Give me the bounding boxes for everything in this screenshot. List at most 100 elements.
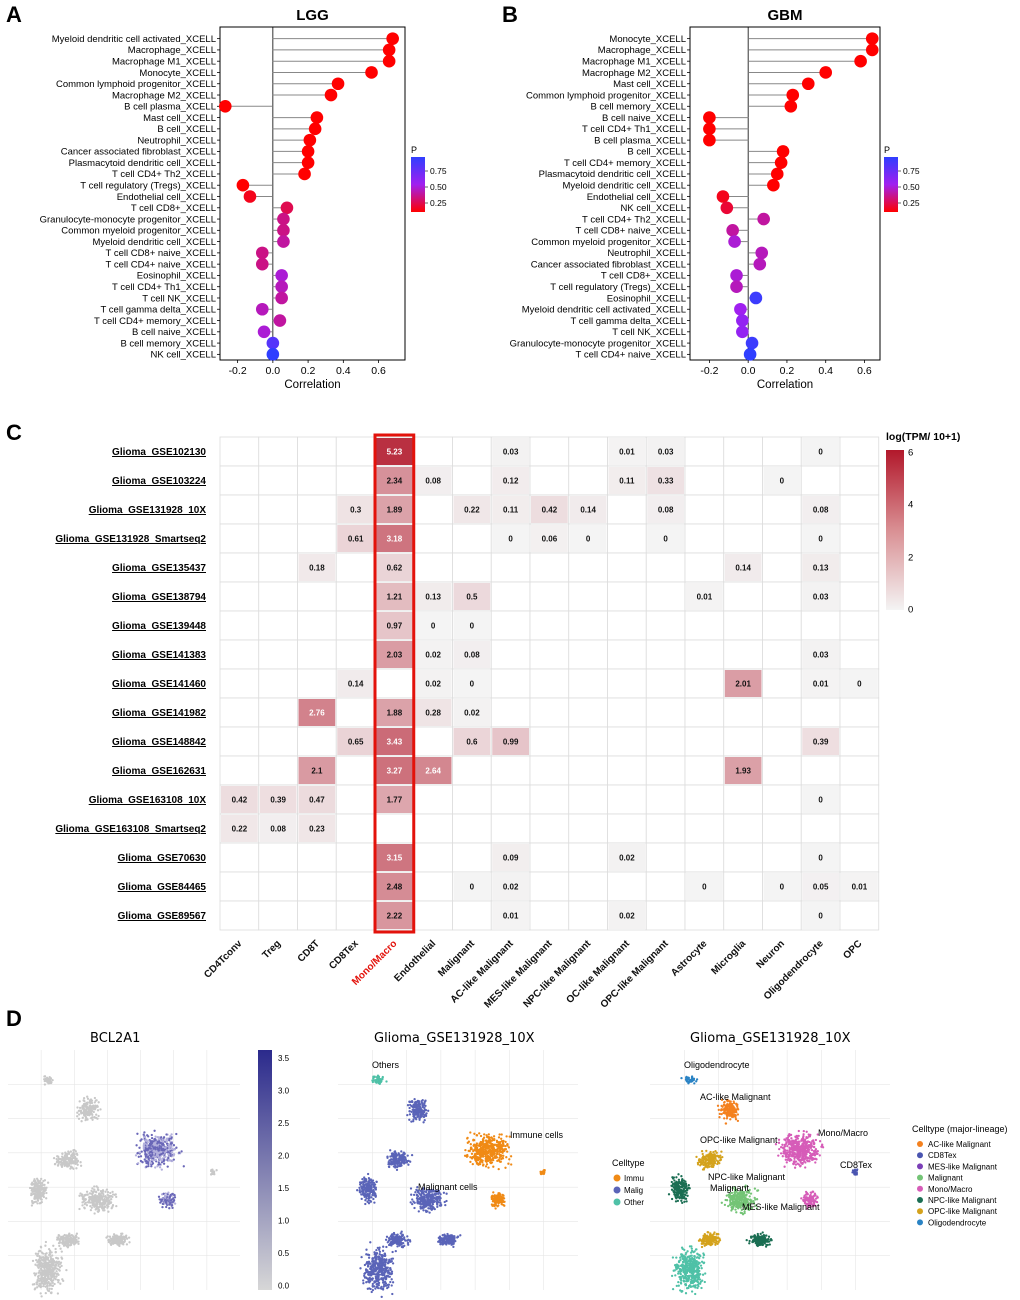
category-label: Myeloid dendritic cell_XCELL: [92, 237, 216, 248]
heatmap-cell: [531, 525, 568, 552]
heatmap-cell: [376, 786, 413, 813]
heatmap-grid-cell: [645, 755, 686, 786]
heatmap-cell: [376, 844, 413, 871]
heatmap-value: 0.14: [735, 564, 751, 573]
lollipop-point: [275, 280, 288, 294]
heatmap-grid-cell: [723, 871, 763, 902]
heatmap-cell: [376, 467, 413, 494]
heatmap-value: 0.62: [387, 564, 403, 573]
heatmap-grid-cell: [374, 813, 415, 844]
heatmap-grid-cell: [723, 436, 763, 467]
heatmap-cell: [492, 844, 529, 871]
heatmap-grid-cell: [839, 842, 880, 873]
heatmap-value: 0.14: [580, 506, 596, 515]
heatmap-grid-cell: [568, 813, 608, 844]
heatmap-value: 0.97: [387, 622, 403, 631]
heatmap-grid-cell: [723, 610, 763, 641]
heatmap-cell: [337, 496, 374, 523]
umap3-cluster-label: CD8Tex: [840, 1160, 873, 1170]
heatmap-grid-cell: [219, 494, 260, 525]
heatmap-grid-cell: [568, 755, 608, 786]
heatmap-grid-cell: [413, 726, 453, 757]
bcl2a1-scale-tick: 0.5: [278, 1249, 290, 1258]
heatmap-value: 2.64: [425, 767, 441, 776]
heatmap-value: 5.23: [387, 448, 403, 457]
umap2-cluster-label: Malignant cells: [418, 1182, 478, 1192]
heatmap-cell: [298, 554, 336, 581]
umap3-cluster: [716, 1098, 740, 1125]
heatmap-grid-cell: [529, 436, 570, 467]
heatmap-grid-cell: [800, 610, 841, 641]
heatmap-cell: [337, 670, 374, 697]
heatmap-grid-cell: [684, 639, 725, 670]
heatmap-cell: [298, 757, 336, 784]
lollipop-point: [255, 257, 269, 271]
heatmap-value: 0.01: [619, 448, 635, 457]
heatmap-row-label: Glioma_GSE141383: [112, 650, 206, 661]
heatmap-legend-tick: 6: [908, 448, 913, 459]
heatmap-grid-cell: [645, 668, 686, 699]
heatmap-grid-cell: [335, 581, 376, 612]
x-tick-label: 0.0: [266, 365, 281, 377]
panel-c-letter: C: [6, 420, 22, 445]
category-label: Granulocyte-monocyte progenitor_XCELL: [40, 214, 216, 225]
heatmap-grid-cell: [684, 610, 725, 641]
heatmap-grid-cell: [723, 813, 763, 844]
heatmap-grid-cell: [258, 668, 298, 699]
heatmap-grid-cell: [219, 697, 260, 728]
lollipop-point: [266, 348, 280, 361]
p-legend-tick-label: 0.25: [430, 198, 447, 208]
category-label: T cell CD4+ memory_XCELL: [564, 158, 686, 169]
heatmap-grid-cell: [684, 494, 725, 525]
heatmap-grid-cell: [762, 842, 802, 873]
p-legend-title: P: [411, 145, 417, 155]
heatmap-grid-cell: [645, 871, 686, 902]
lollipop-point: [301, 156, 315, 169]
heatmap-grid-cell: [762, 755, 802, 786]
umap3-cluster: [774, 1129, 825, 1169]
lollipop-point: [786, 88, 800, 102]
heatmap-grid-cell: [684, 523, 725, 554]
lollipop-point: [767, 178, 780, 192]
category-label: B cell plasma_XCELL: [124, 102, 216, 113]
heatmap-cell: [453, 496, 491, 523]
category-label: T cell CD4+ Th1_XCELL: [112, 282, 216, 293]
category-label: Macrophage_XCELL: [128, 45, 216, 56]
heatmap-grid-cell: [258, 494, 298, 525]
heatmap-column-label: CD4Tconv: [202, 938, 245, 981]
bcl2a1-scale-tick: 2.0: [278, 1152, 290, 1161]
heatmap-value: 0: [780, 883, 785, 892]
lollipop-point: [774, 156, 788, 169]
heatmap-grid-cell: [413, 900, 453, 931]
p-legend-title: P: [884, 145, 890, 155]
heatmap-grid-cell: [219, 726, 260, 757]
heatmap-grid-cell: [258, 465, 298, 496]
heatmap-column-label: Treg: [261, 938, 284, 961]
heatmap-grid-cell: [762, 436, 802, 467]
heatmap-grid-cell: [452, 842, 492, 873]
heatmap-grid-cell: [568, 697, 608, 728]
umap3-legend-label: OPC-like Malignant: [928, 1207, 998, 1216]
umap2-cluster: [539, 1168, 546, 1176]
heatmap-grid-cell: [219, 900, 260, 931]
heatmap-cell: [763, 873, 801, 900]
heatmap-grid-cell: [490, 784, 531, 815]
heatmap-grid-cell: [452, 813, 492, 844]
heatmap-cell: [802, 554, 839, 581]
heatmap-value: 0.09: [503, 854, 519, 863]
heatmap-row-label: Glioma_GSE131928_Smartseq2: [55, 534, 206, 545]
heatmap-row-label: Glioma_GSE89567: [118, 911, 207, 922]
heatmap-cell: [376, 525, 413, 552]
heatmap-value: 0.22: [464, 506, 480, 515]
category-label: Mast cell_XCELL: [613, 79, 686, 90]
heatmap-cell: [841, 670, 878, 697]
lollipop-point: [303, 133, 317, 147]
heatmap-value: 0.13: [813, 564, 829, 573]
heatmap-grid-cell: [607, 639, 647, 670]
heatmap-cell: [686, 873, 723, 900]
heatmap-grid-cell: [839, 639, 880, 670]
heatmap-grid-cell: [219, 842, 260, 873]
lollipop-point: [865, 32, 879, 45]
heatmap-grid-cell: [413, 436, 453, 467]
heatmap-value: 0.08: [270, 825, 286, 834]
